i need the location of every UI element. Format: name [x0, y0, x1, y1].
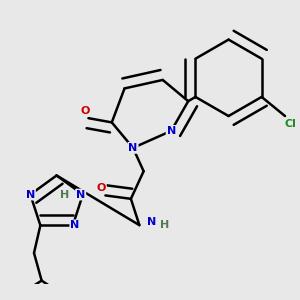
- Text: N: N: [76, 190, 85, 200]
- Text: N: N: [167, 126, 176, 136]
- Text: H: H: [160, 220, 170, 230]
- Text: N: N: [26, 190, 35, 200]
- Text: Cl: Cl: [284, 119, 296, 129]
- Text: N: N: [147, 217, 156, 227]
- Text: N: N: [70, 220, 80, 230]
- Text: O: O: [80, 106, 90, 116]
- Text: O: O: [97, 183, 106, 193]
- Text: N: N: [128, 143, 138, 153]
- Text: H: H: [60, 190, 70, 200]
